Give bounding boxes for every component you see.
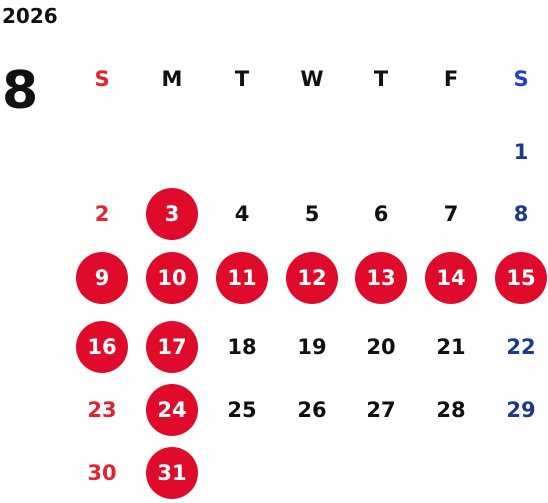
day-cell-holiday[interactable]: 14	[425, 252, 477, 304]
weekday-header: W	[300, 67, 324, 91]
day-cell[interactable]: 7	[443, 202, 459, 226]
day-cell[interactable]: 28	[436, 398, 466, 422]
day-cell[interactable]: 18	[227, 335, 257, 359]
day-cell[interactable]: 27	[366, 398, 396, 422]
weekday-header: M	[161, 67, 183, 91]
day-cell[interactable]: 26	[297, 398, 327, 422]
day-cell-holiday[interactable]: 15	[495, 252, 547, 304]
day-cell[interactable]: 21	[436, 335, 466, 359]
day-cell[interactable]: 2	[94, 202, 110, 226]
day-cell[interactable]: 30	[87, 461, 117, 485]
month-number: 8	[2, 61, 39, 121]
year-label: 2026	[2, 4, 58, 28]
day-cell[interactable]: 4	[234, 202, 250, 226]
weekday-header: S	[513, 67, 529, 91]
day-cell[interactable]: 19	[297, 335, 327, 359]
day-cell-holiday[interactable]: 9	[76, 252, 128, 304]
weekday-header: T	[234, 67, 250, 91]
day-cell[interactable]: 8	[513, 202, 529, 226]
day-cell[interactable]: 1	[513, 140, 529, 164]
day-cell-holiday[interactable]: 3	[146, 188, 198, 240]
day-cell-holiday[interactable]: 16	[76, 321, 128, 373]
day-cell[interactable]: 6	[373, 202, 389, 226]
day-cell[interactable]: 25	[227, 398, 257, 422]
day-cell-holiday[interactable]: 24	[146, 384, 198, 436]
weekday-header: T	[373, 67, 389, 91]
day-cell-holiday[interactable]: 11	[216, 252, 268, 304]
day-cell-holiday[interactable]: 10	[146, 252, 198, 304]
day-cell[interactable]: 23	[87, 398, 117, 422]
day-cell-holiday[interactable]: 17	[146, 321, 198, 373]
day-cell[interactable]: 5	[304, 202, 320, 226]
day-cell-holiday[interactable]: 31	[146, 447, 198, 499]
day-cell[interactable]: 22	[506, 335, 536, 359]
day-cell[interactable]: 29	[506, 398, 536, 422]
weekday-header: S	[94, 67, 110, 91]
weekday-header: F	[443, 67, 459, 91]
day-cell[interactable]: 20	[366, 335, 396, 359]
day-cell-holiday[interactable]: 12	[286, 252, 338, 304]
day-cell-holiday[interactable]: 13	[355, 252, 407, 304]
